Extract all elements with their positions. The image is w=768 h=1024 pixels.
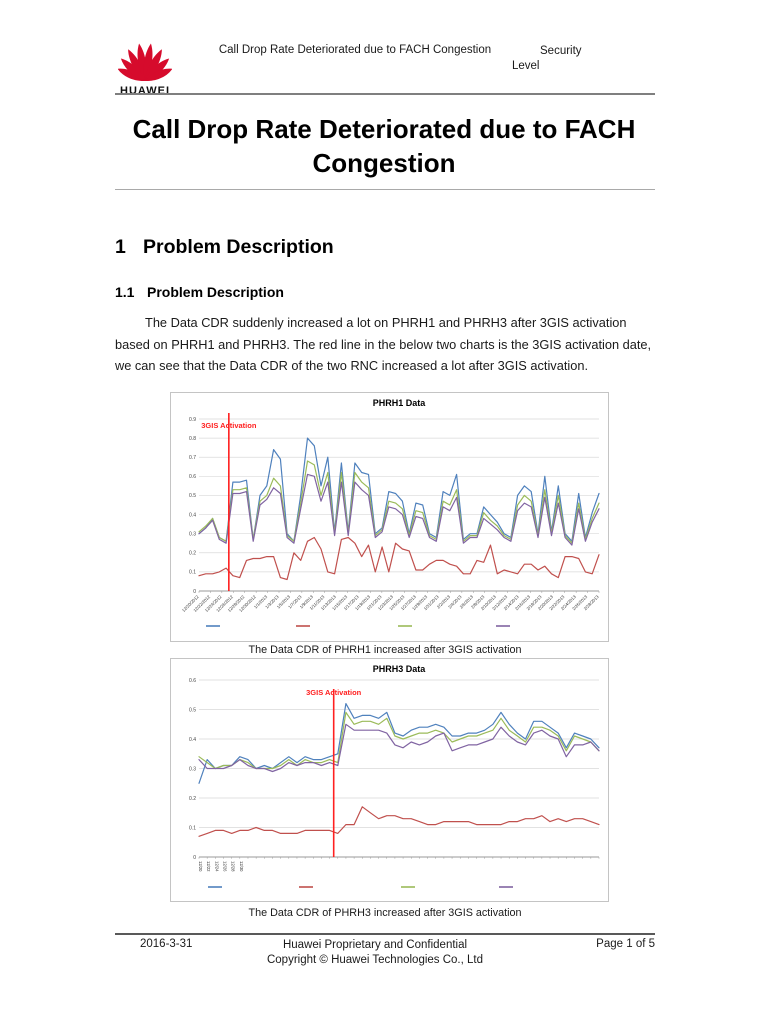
svg-text:0.5: 0.5 xyxy=(189,493,196,499)
phrh1-chart-caption: The Data CDR of PHRH1 increased after 3G… xyxy=(248,644,522,656)
svg-text:3GIS Activation: 3GIS Activation xyxy=(306,688,362,697)
svg-text:0.9: 0.9 xyxy=(189,417,196,423)
phrh3-chart-caption: The Data CDR of PHRH3 increased after 3G… xyxy=(248,907,522,919)
svg-text:PHRH1 Data: PHRH1 Data xyxy=(373,398,427,408)
heading-1-1: 1.1 Problem Description xyxy=(115,284,284,300)
header-rule xyxy=(115,93,655,95)
svg-text:0.8: 0.8 xyxy=(189,436,196,442)
svg-text:0.3: 0.3 xyxy=(189,766,196,772)
phrh3-chart: 0 0.1 0.2 0.3 0.4 0.5 0.6 12/20 12/22 12/24 12/26 1… xyxy=(170,658,609,902)
huawei-logo: HUAWEI xyxy=(115,36,175,98)
svg-text:0.1: 0.1 xyxy=(189,570,196,576)
title-rule xyxy=(115,189,655,190)
svg-text:0.4: 0.4 xyxy=(189,737,196,743)
footer-date: 2016-3-31 xyxy=(140,938,193,950)
footer-page-number: Page 1 of 5 xyxy=(596,938,655,950)
page-title: Call Drop Rate Deteriorated due to FACH … xyxy=(132,114,636,178)
svg-text:0.6: 0.6 xyxy=(189,678,196,684)
svg-text:0: 0 xyxy=(193,855,196,861)
huawei-logo-text: HUAWEI xyxy=(120,85,170,97)
header-security-level: Security Level xyxy=(512,45,582,72)
svg-text:0: 0 xyxy=(193,589,196,595)
heading-1-1-text: Problem Description xyxy=(147,284,284,300)
heading-1-number: 1 xyxy=(115,236,126,258)
svg-text:0.7: 0.7 xyxy=(189,455,196,461)
header-doc-title: Call Drop Rate Deteriorated due to FACH … xyxy=(218,44,492,56)
phrh3-chart-svg: 0 0.1 0.2 0.3 0.4 0.5 0.6 12/20 12/22 12/24 12/26 1… xyxy=(189,664,600,888)
footer-line1: Huawei Proprietary and Confidential xyxy=(282,939,468,951)
heading-1-1-number: 1.1 xyxy=(115,284,135,300)
svg-text:0.5: 0.5 xyxy=(189,707,196,713)
svg-text:12/20: 12/20 xyxy=(198,861,203,872)
huawei-flower-icon xyxy=(117,43,173,82)
svg-text:12/28: 12/28 xyxy=(231,861,236,872)
svg-text:0.2: 0.2 xyxy=(189,551,196,557)
svg-text:0.2: 0.2 xyxy=(189,796,196,802)
svg-text:0.6: 0.6 xyxy=(189,474,196,480)
svg-text:PHRH3 Data: PHRH3 Data xyxy=(373,664,427,674)
svg-text:12/22: 12/22 xyxy=(206,861,211,872)
footer-rule xyxy=(115,933,655,935)
footer-confidential: Huawei Proprietary and Confidential Copy… xyxy=(225,938,525,967)
phrh1-chart-svg: 00.10.20.30.40.50.60.70.80.912/20/201212… xyxy=(181,398,600,627)
problem-description-paragraph: The Data CDR suddenly increased a lot on… xyxy=(115,315,652,373)
svg-text:0.4: 0.4 xyxy=(189,512,196,518)
phrh1-chart: 0 0.1 0.2 0.3 0.4 0.5 0.6 0.7 0.8 0.9 12/20/2012 12… xyxy=(170,392,609,642)
svg-text:3GIS Activation: 3GIS Activation xyxy=(201,421,257,430)
svg-text:12/24: 12/24 xyxy=(214,861,219,872)
footer-line2: Copyright © Huawei Technologies Co., Ltd xyxy=(266,953,484,966)
svg-text:12/30: 12/30 xyxy=(239,861,244,872)
svg-text:0.3: 0.3 xyxy=(189,531,196,537)
svg-text:12/26: 12/26 xyxy=(222,861,227,872)
heading-1: 1 Problem Description xyxy=(115,236,334,259)
heading-1-text: Problem Description xyxy=(143,236,334,258)
svg-text:0.1: 0.1 xyxy=(189,825,196,831)
